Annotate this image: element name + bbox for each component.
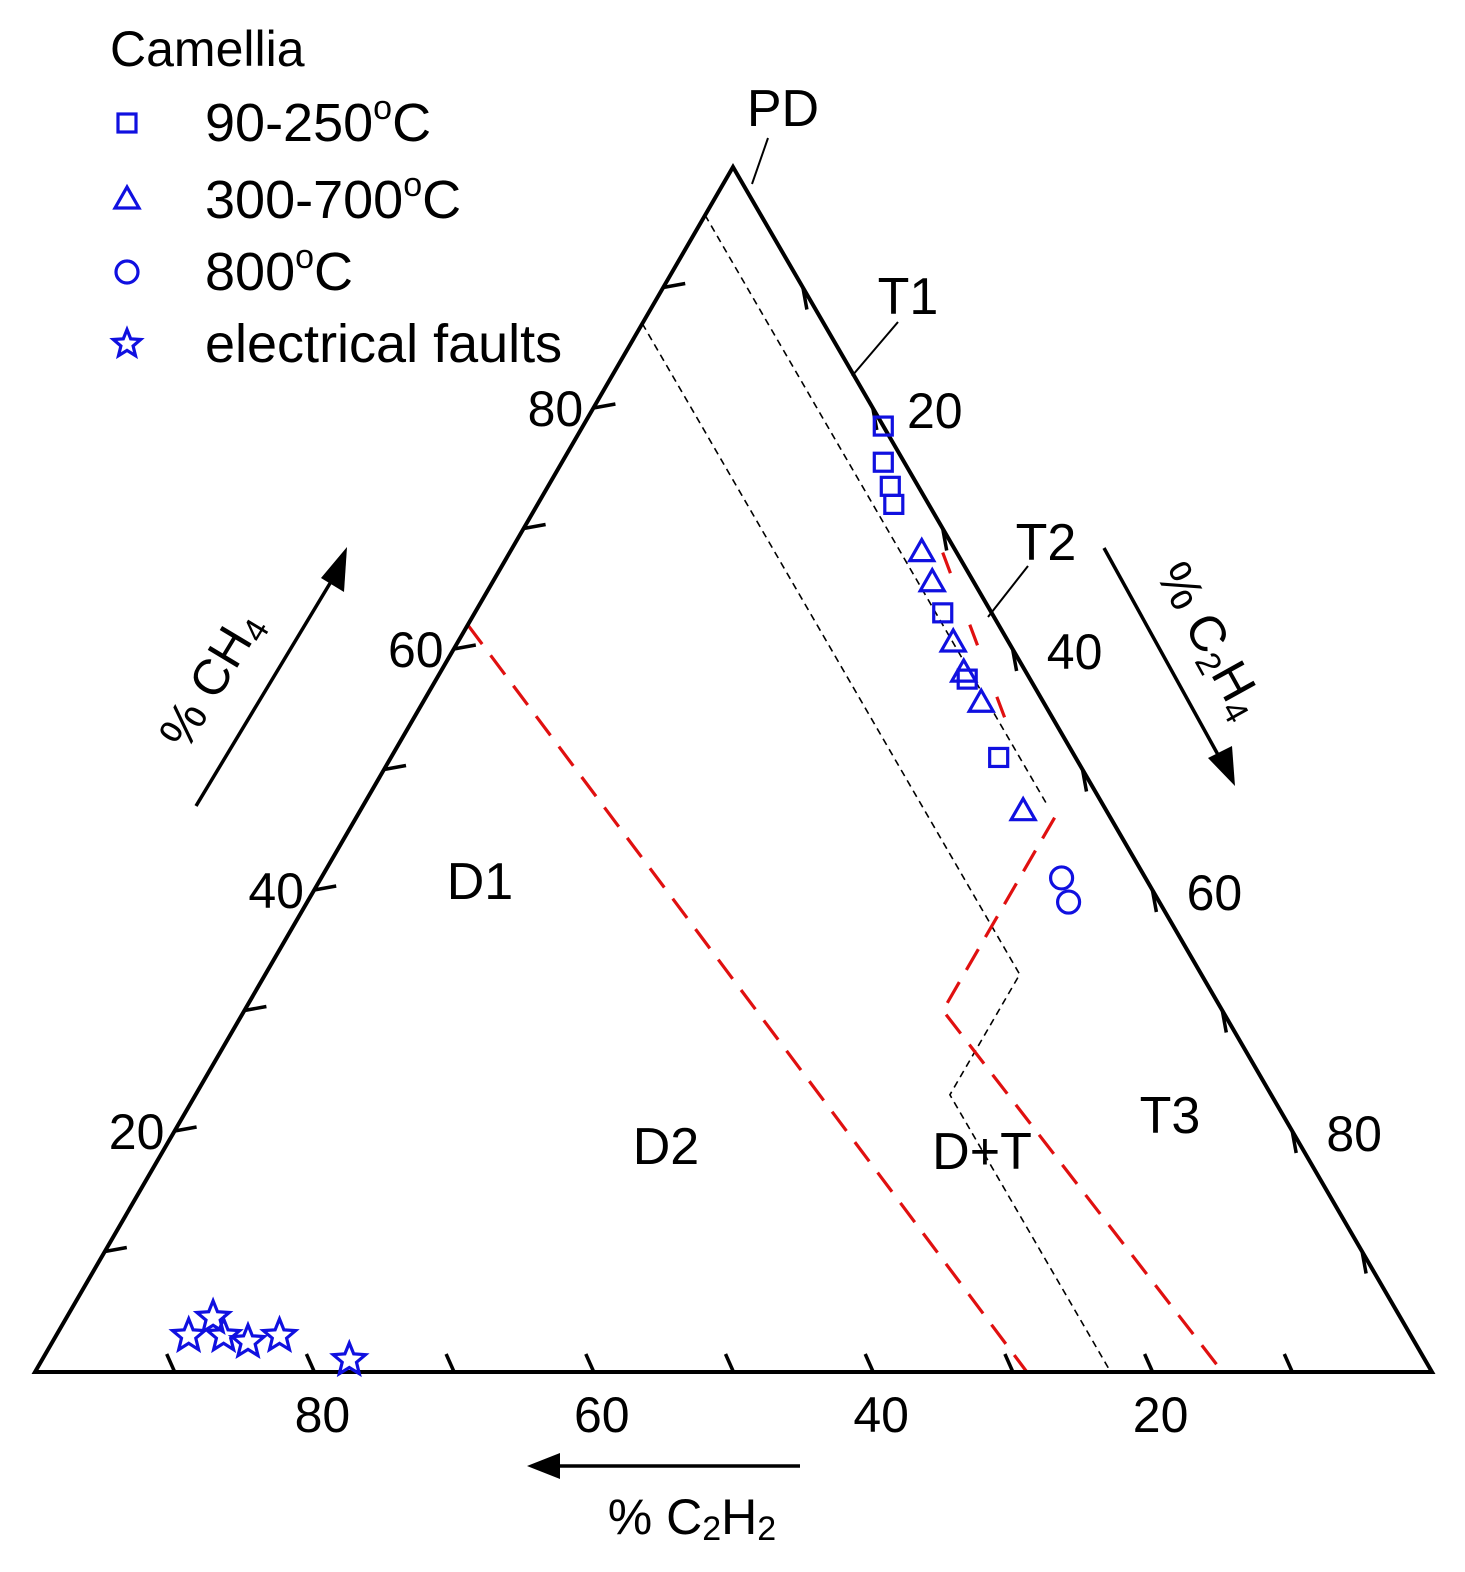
c2h2-arrow-head bbox=[527, 1453, 560, 1479]
ch4-tick-60 bbox=[453, 643, 477, 651]
legend-label-2: 800oC bbox=[205, 238, 353, 302]
zone-label-d2: D2 bbox=[633, 1118, 699, 1176]
t2-leader-line bbox=[987, 565, 1029, 618]
legend-marker-circle bbox=[114, 259, 140, 285]
legend-marker-square bbox=[116, 112, 138, 134]
ch4-tick-90 bbox=[662, 281, 686, 290]
triangle-point-1-0 bbox=[906, 536, 937, 563]
star-point-3-1 bbox=[192, 1296, 234, 1335]
ch4-tick-20 bbox=[174, 1125, 197, 1133]
square-point-0-1 bbox=[872, 451, 894, 473]
c2h2-tick-label-40: 40 bbox=[853, 1387, 909, 1443]
c2h4-tick-label-20: 20 bbox=[907, 383, 963, 439]
c2h4-arrow-head bbox=[1208, 746, 1235, 786]
legend-label-0: 90-250oC bbox=[205, 89, 431, 153]
ch4-tick-50 bbox=[383, 763, 407, 772]
legend-label-1: 300-700oC bbox=[205, 166, 461, 230]
zone-label-t2: T2 bbox=[1016, 514, 1077, 572]
c2h4-tick-90 bbox=[1360, 1251, 1368, 1274]
legend-marker-triangle bbox=[112, 183, 142, 210]
square-point-0-4 bbox=[932, 602, 954, 624]
legend-marker-star bbox=[109, 325, 145, 360]
triangle-point-1-2 bbox=[938, 626, 968, 653]
zone-label-t3: T3 bbox=[1140, 1087, 1201, 1145]
c2h4-tick-70 bbox=[1220, 1010, 1229, 1033]
pd-leader-line bbox=[751, 137, 769, 185]
tick-labels: 20 40 60 80 20 40 60 80 20 40 60 80 bbox=[109, 381, 1382, 1443]
zone-label-d1: D1 bbox=[447, 853, 513, 911]
ch4-tick-30 bbox=[244, 1004, 267, 1013]
ch4-axis-title: % CH4 bbox=[148, 601, 277, 761]
ch4-tick-label-60: 60 bbox=[388, 622, 444, 678]
c2h2-tick-40 bbox=[863, 1353, 875, 1373]
zone-leader-lines bbox=[751, 137, 1029, 618]
c2h4-tick-label-60: 60 bbox=[1187, 865, 1243, 921]
ch4-tick-label-20: 20 bbox=[109, 1104, 165, 1160]
c2h2-tick-60 bbox=[584, 1353, 596, 1373]
zone-label-d-plus-t: D+T bbox=[932, 1123, 1032, 1181]
ch4-tick-label-40: 40 bbox=[248, 863, 304, 919]
ch4-arrow-head bbox=[321, 547, 347, 592]
ch4-arrow-line bbox=[194, 569, 340, 807]
t1-t2-black-boundary-line bbox=[704, 214, 1049, 807]
c2h4-tick-50 bbox=[1080, 769, 1089, 792]
zone-labels: PD T1 T2 T3 D1 D2 D+T bbox=[447, 80, 1201, 1181]
t1-t2-red-boundary-line bbox=[941, 552, 1022, 758]
star-point-3-2 bbox=[203, 1314, 244, 1354]
square-point-0-0 bbox=[872, 415, 894, 437]
c2h2-tick-label-80: 80 bbox=[295, 1387, 351, 1443]
square-point-0-3 bbox=[883, 493, 905, 515]
c2h4-axis-title: % C2H4 bbox=[1141, 553, 1276, 730]
c2h4-tick-label-80: 80 bbox=[1326, 1106, 1382, 1162]
c2h4-tick-60 bbox=[1150, 889, 1159, 913]
circle-point-2-0 bbox=[1048, 865, 1075, 891]
data-points bbox=[168, 415, 1082, 1378]
c2h4-tick-30 bbox=[940, 528, 949, 551]
ch4-tick-70 bbox=[523, 522, 546, 531]
triangle-point-1-5 bbox=[1008, 795, 1038, 822]
c2h2-tick-label-60: 60 bbox=[574, 1387, 630, 1443]
tick-marks bbox=[104, 281, 1368, 1373]
zone-label-t1: T1 bbox=[878, 268, 939, 326]
triangle-point-1-1 bbox=[917, 566, 948, 593]
d1-dt-boundary-line bbox=[641, 323, 1112, 1373]
t2-t3-boundary-line bbox=[940, 816, 1224, 1373]
c2h4-tick-label-40: 40 bbox=[1047, 624, 1103, 680]
ch4-tick-label-80: 80 bbox=[528, 381, 584, 437]
triangle-point-1-3 bbox=[948, 656, 979, 683]
star-point-3-5 bbox=[329, 1338, 370, 1378]
triangle-point-1-4 bbox=[966, 687, 996, 713]
legend: Camellia 90-250oC 300-700oC 800oC electrical… bbox=[109, 21, 562, 374]
ch4-tick-40 bbox=[313, 884, 337, 892]
square-point-0-6 bbox=[988, 746, 1010, 769]
c2h2-tick-label-20: 20 bbox=[1133, 1387, 1189, 1443]
c2h2-tick-50 bbox=[723, 1353, 736, 1373]
c2h2-tick-90 bbox=[165, 1353, 177, 1373]
star-point-3-3 bbox=[227, 1320, 269, 1360]
legend-title: Camellia bbox=[110, 21, 305, 77]
c2h2-tick-70 bbox=[444, 1353, 456, 1373]
c2h2-tick-80 bbox=[304, 1353, 316, 1373]
c2h4-tick-40 bbox=[1010, 648, 1019, 672]
c2h2-axis-title: % C2H2 bbox=[608, 1489, 776, 1548]
c2h4-tick-10 bbox=[801, 287, 809, 310]
c2h2-tick-20 bbox=[1143, 1353, 1155, 1373]
ch4-tick-10 bbox=[104, 1245, 128, 1254]
star-point-3-0 bbox=[168, 1314, 209, 1354]
ch4-tick-80 bbox=[593, 402, 616, 410]
square-point-0-2 bbox=[879, 475, 901, 497]
legend-label-3: electrical faults bbox=[205, 314, 562, 374]
circle-point-2-1 bbox=[1055, 889, 1082, 915]
c2h2-tick-30 bbox=[1003, 1353, 1015, 1373]
zone-label-pd: PD bbox=[747, 80, 819, 138]
t1-leader-line bbox=[851, 321, 899, 377]
c2h4-arrow-line bbox=[1102, 547, 1224, 763]
c2h4-tick-80 bbox=[1290, 1130, 1298, 1154]
c2h2-tick-10 bbox=[1282, 1353, 1294, 1373]
star-point-3-4 bbox=[259, 1314, 300, 1354]
d1-d2-boundary-line bbox=[466, 623, 1029, 1373]
